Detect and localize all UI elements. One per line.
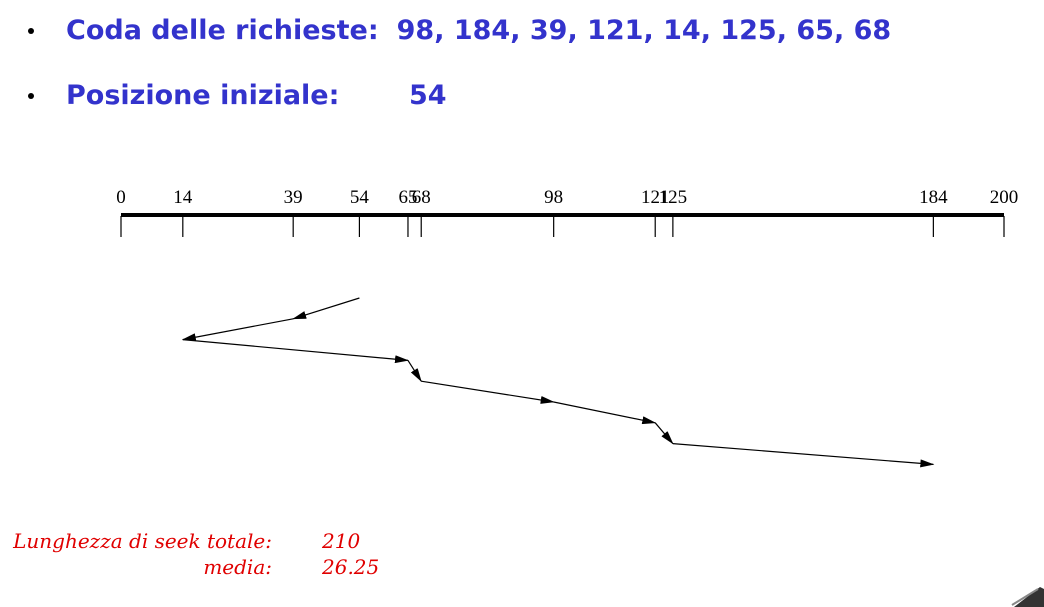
axis-tick-label: 14 [173, 187, 193, 208]
total-seek-label: Lunghezza di seek totale: [13, 528, 272, 554]
average-seek-label: media: [203, 554, 272, 580]
corner-page-curl-icon [1010, 585, 1044, 607]
seek-move-arrow [421, 381, 553, 402]
total-seek-value: 210 [322, 528, 360, 554]
seek-move-arrow [673, 444, 933, 465]
seek-statistics: Lunghezza di seek totale: 210 media: 26.… [0, 528, 400, 580]
start-position-row: Posizione iniziale: 54 [28, 80, 447, 111]
seek-move-arrow [408, 360, 421, 381]
axis-tick-label: 0 [116, 187, 126, 208]
start-position-label: Posizione iniziale: [66, 80, 409, 111]
seek-move-arrow [183, 340, 408, 361]
request-queue-row: Coda delle richieste: 98, 184, 39, 121, … [28, 15, 891, 46]
seek-move-arrow [293, 298, 359, 319]
axis-tick-label: 200 [990, 187, 1019, 208]
axis-tick-label: 39 [284, 187, 303, 208]
seek-move-arrow [183, 319, 293, 340]
bullet-icon [28, 93, 34, 99]
seek-move-arrow [554, 402, 656, 423]
axis-tick-label: 125 [659, 187, 688, 208]
axis-tick-label: 184 [919, 187, 948, 208]
average-seek-value: 26.25 [322, 554, 379, 580]
average-seek-row: media: 26.25 [0, 554, 400, 580]
seek-path [183, 298, 934, 464]
request-queue-label: Coda delle richieste: [66, 15, 379, 46]
request-queue-values: 98, 184, 39, 121, 14, 125, 65, 68 [397, 15, 892, 46]
bullet-icon [28, 28, 34, 34]
axis-tick-label: 54 [350, 187, 370, 208]
axis-tick-label: 68 [412, 187, 431, 208]
seek-move-arrow [655, 423, 673, 444]
total-seek-row: Lunghezza di seek totale: 210 [0, 528, 400, 554]
axis-tick-label: 98 [544, 187, 563, 208]
start-position-value: 54 [409, 80, 447, 111]
